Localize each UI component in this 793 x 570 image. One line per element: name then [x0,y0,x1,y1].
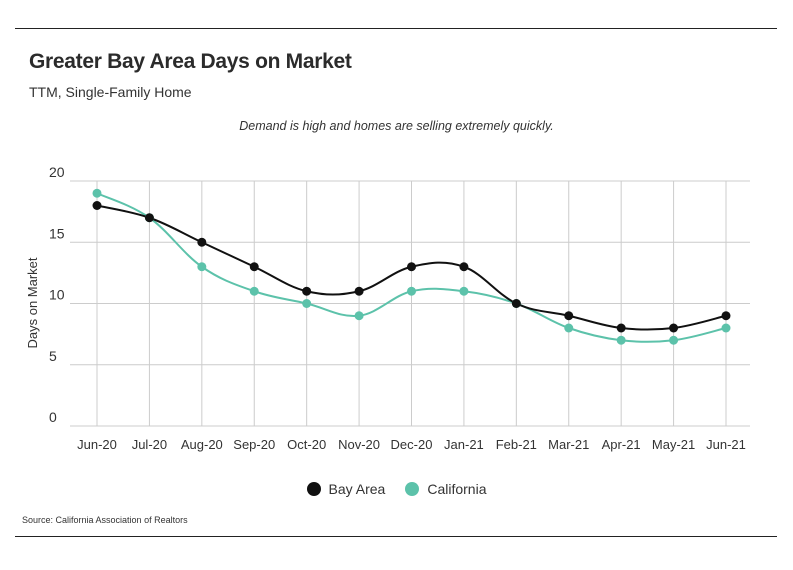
x-tick-label: Mar-21 [548,437,589,452]
x-tick-label: Nov-20 [338,437,380,452]
data-point-california[interactable] [721,323,731,333]
legend-label-bay-area: Bay Area [328,481,386,497]
data-point-bay-area[interactable] [302,286,312,296]
legend-swatch-bay-area [306,482,321,496]
y-axis-label: Days on Market [25,257,40,348]
data-point-california[interactable] [354,311,364,321]
top-rule [15,28,777,29]
grid [70,180,750,427]
chart-annotation: Demand is high and homes are selling ext… [0,119,793,133]
data-point-bay-area[interactable] [616,323,626,333]
series [92,188,731,345]
data-point-california[interactable] [669,335,679,345]
data-point-bay-area[interactable] [144,213,154,223]
data-point-bay-area[interactable] [459,262,469,272]
data-point-california[interactable] [616,335,626,345]
x-tick-label: Dec-20 [391,437,433,452]
data-point-california[interactable] [92,188,102,198]
x-tick-label: Jun-20 [77,437,117,452]
data-point-california[interactable] [302,299,312,308]
y-tick-label: 15 [49,225,65,241]
x-tick-label: Jul-20 [132,437,167,452]
axis-ticks: 0 5 10 15 20 Jun-20 Jul-20 Aug-20 Sep-20 Oct-20 No… [49,164,746,452]
data-point-california[interactable] [197,262,207,272]
y-tick-label: 5 [49,348,57,364]
source-note: Source: California Association of Realto… [22,515,188,525]
y-tick-label: 20 [49,164,65,180]
data-point-bay-area[interactable] [354,286,364,296]
x-tick-label: May-21 [652,437,695,452]
legend-swatch-california [405,482,420,496]
legend-item-bay-area[interactable]: Bay Area [306,481,386,497]
data-point-california[interactable] [564,323,574,333]
chart-subtitle: TTM, Single-Family Home [29,84,192,100]
legend: Bay Area California [0,481,793,497]
x-tick-label: Sep-20 [233,437,275,452]
y-tick-label: 10 [49,287,65,303]
y-tick-label: 0 [49,409,57,425]
annotation-text: Demand is high and homes are selling ext… [239,119,554,133]
chart-title: Greater Bay Area Days on Market [29,50,352,73]
legend-item-california[interactable]: California [405,481,486,497]
data-point-bay-area[interactable] [249,262,259,272]
x-tick-label: Feb-21 [496,437,537,452]
data-point-bay-area[interactable] [721,311,731,321]
data-point-california[interactable] [459,286,469,296]
x-tick-label: Apr-21 [602,437,641,452]
data-point-bay-area[interactable] [197,237,207,247]
data-point-bay-area[interactable] [92,201,102,210]
data-point-bay-area[interactable] [564,311,574,321]
legend-label-california: California [427,481,487,497]
bottom-rule [15,536,777,537]
data-point-california[interactable] [249,286,259,296]
x-tick-label: Aug-20 [181,437,223,452]
data-point-bay-area[interactable] [511,299,521,308]
x-tick-label: Jan-21 [444,437,484,452]
x-tick-label: Oct-20 [287,437,326,452]
data-point-bay-area[interactable] [407,262,416,272]
data-point-california[interactable] [407,286,416,296]
x-tick-label: Jun-21 [706,437,746,452]
data-point-bay-area[interactable] [669,323,679,333]
